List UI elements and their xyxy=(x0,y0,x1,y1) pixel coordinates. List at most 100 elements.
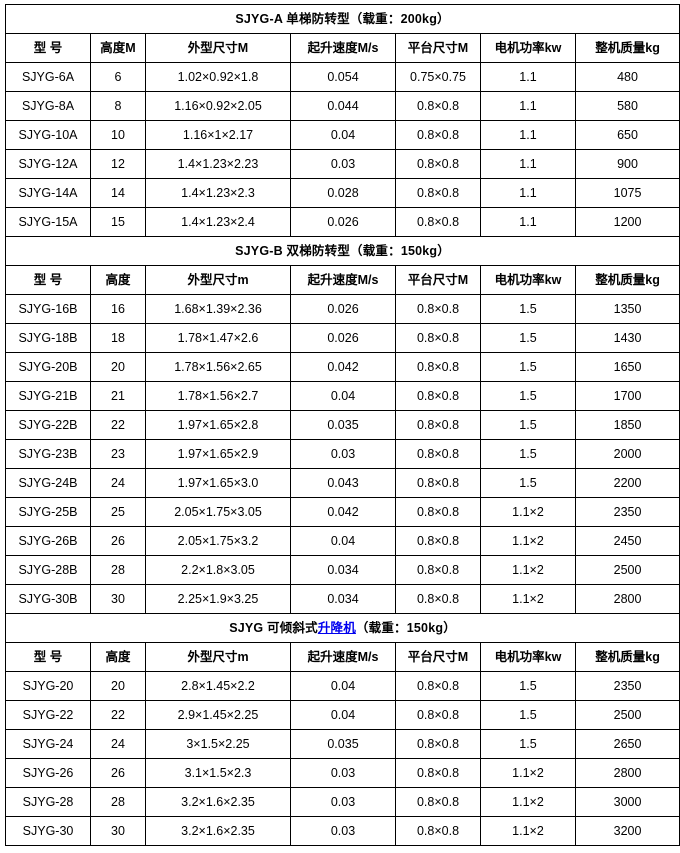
data-cell-6: 2350 xyxy=(574,671,680,701)
data-cell-1: 21 xyxy=(90,381,146,411)
data-cell-3: 0.026 xyxy=(290,323,396,353)
section-title-unit: kg xyxy=(422,11,438,26)
data-cell-4: 0.8×0.8 xyxy=(395,526,481,556)
table-row: SJYG-18B 18 1.78×1.47×2.6 0.026 0.8×0.8 1.5 14… xyxy=(5,323,680,353)
column-header-2: 外型尺寸M xyxy=(145,33,291,63)
column-header-5: 电机功率kw xyxy=(480,33,576,63)
column-header-3: 起升速度M/s xyxy=(290,265,396,295)
column-header-row: 型 号高度M 外型尺寸M 起升速度M/s 平台尺寸M 电机功率kw 整机质量kg xyxy=(5,33,680,63)
data-cell-4: 0.8×0.8 xyxy=(395,120,481,150)
table-row: SJYG-6A 6 1.02×0.92×1.8 0.054 0.75×0.75 1.1 48… xyxy=(5,62,680,92)
data-cell-5: 1.1 xyxy=(480,178,576,208)
data-cell-6: 1650 xyxy=(574,352,680,382)
section-title-prefix: SJYG 可倾斜式 xyxy=(229,620,318,635)
data-cell-6: 580 xyxy=(574,91,680,121)
data-cell-2: 1.97×1.65×2.8 xyxy=(145,410,291,440)
data-cell-1: 8 xyxy=(90,91,146,121)
table-row: SJYG-22B 22 1.97×1.65×2.8 0.035 0.8×0.8 1.5 18… xyxy=(5,410,680,440)
data-cell-6: 2500 xyxy=(574,555,680,585)
column-header-6: 整机质量kg xyxy=(574,33,680,63)
column-header-5: 电机功率kw xyxy=(480,265,576,295)
section-title-row: SJYG-B 双梯防转型（载重：150kg） xyxy=(4,236,680,266)
data-cell-4: 0.8×0.8 xyxy=(395,439,481,469)
lift-specification-table: SJYG-A 单梯防转型（载重：200kg）型 号高度M 外型尺寸M 起升速度M/s… xyxy=(4,4,680,846)
data-cell-3: 0.03 xyxy=(290,149,396,179)
data-cell-5: 1.1 xyxy=(480,62,576,92)
data-cell-1: 14 xyxy=(90,178,146,208)
data-cell-4: 0.8×0.8 xyxy=(395,178,481,208)
data-cell-5: 1.5 xyxy=(480,671,576,701)
data-cell-2: 2.8×1.45×2.2 xyxy=(145,671,291,701)
table-row: SJYG-28B 28 2.2×1.8×3.05 0.034 0.8×0.8 1.1×2 2… xyxy=(5,555,680,585)
section-title-unit: kg xyxy=(428,620,444,635)
data-cell-4: 0.8×0.8 xyxy=(395,671,481,701)
model-cell: SJYG-22 xyxy=(5,700,91,730)
data-cell-5: 1.1×2 xyxy=(480,526,576,556)
data-cell-3: 0.03 xyxy=(290,439,396,469)
section-title-sjyg-c: SJYG 可倾斜式升降机（载重：150kg） xyxy=(4,613,680,643)
data-cell-6: 2450 xyxy=(574,526,680,556)
model-cell: SJYG-23B xyxy=(5,439,91,469)
data-cell-2: 1.78×1.47×2.6 xyxy=(145,323,291,353)
data-cell-4: 0.8×0.8 xyxy=(395,323,481,353)
data-cell-4: 0.8×0.8 xyxy=(395,381,481,411)
data-cell-4: 0.8×0.8 xyxy=(395,584,481,614)
data-cell-4: 0.8×0.8 xyxy=(395,555,481,585)
data-cell-2: 1.16×1×2.17 xyxy=(145,120,291,150)
table-row: SJYG-10A 10 1.16×1×2.17 0.04 0.8×0.8 1.1 650 xyxy=(5,120,680,150)
data-cell-6: 650 xyxy=(574,120,680,150)
column-header-0: 型 号 xyxy=(5,33,91,63)
column-header-5: 电机功率kw xyxy=(480,642,576,672)
data-cell-1: 22 xyxy=(90,410,146,440)
data-cell-1: 12 xyxy=(90,149,146,179)
table-row: SJYG-20 20 2.8×1.45×2.2 0.04 0.8×0.8 1.5 2350 xyxy=(5,671,680,701)
data-cell-4: 0.8×0.8 xyxy=(395,91,481,121)
table-row: SJYG-26B 26 2.05×1.75×3.2 0.04 0.8×0.8 1.1×2 2… xyxy=(5,526,680,556)
section-title-suffix: ） xyxy=(437,243,450,258)
data-cell-6: 1850 xyxy=(574,410,680,440)
section-title-link[interactable]: 升降机 xyxy=(317,620,356,635)
column-header-1: 高度 xyxy=(90,642,146,672)
data-cell-4: 0.8×0.8 xyxy=(395,816,481,846)
section-title-prefix: SJYG-A 单梯防转型（载重：200 xyxy=(235,11,423,26)
data-cell-2: 2.05×1.75×3.2 xyxy=(145,526,291,556)
model-cell: SJYG-22B xyxy=(5,410,91,440)
data-cell-5: 1.1×2 xyxy=(480,584,576,614)
column-header-row: 型 号高度 外型尺寸m 起升速度M/s 平台尺寸M 电机功率kw 整机质量kg xyxy=(5,265,680,295)
model-cell: SJYG-28B xyxy=(5,555,91,585)
model-cell: SJYG-15A xyxy=(5,207,91,237)
data-cell-3: 0.044 xyxy=(290,91,396,121)
data-cell-3: 0.042 xyxy=(290,352,396,382)
data-cell-3: 0.054 xyxy=(290,62,396,92)
data-cell-4: 0.8×0.8 xyxy=(395,729,481,759)
column-header-3: 起升速度M/s xyxy=(290,642,396,672)
section-title-row: SJYG-A 单梯防转型（载重：200kg） xyxy=(4,4,680,34)
data-cell-5: 1.1×2 xyxy=(480,816,576,846)
section-title-sjyg-a: SJYG-A 单梯防转型（载重：200kg） xyxy=(4,4,680,34)
table-row: SJYG-8A 8 1.16×0.92×2.05 0.044 0.8×0.8 1.1 580 xyxy=(5,91,680,121)
data-cell-3: 0.042 xyxy=(290,497,396,527)
data-cell-1: 24 xyxy=(90,468,146,498)
data-cell-6: 3200 xyxy=(574,816,680,846)
table-row: SJYG-20B 20 1.78×1.56×2.65 0.042 0.8×0.8 1.5 1… xyxy=(5,352,680,382)
data-cell-1: 10 xyxy=(90,120,146,150)
data-cell-1: 26 xyxy=(90,526,146,556)
column-header-3: 起升速度M/s xyxy=(290,33,396,63)
model-cell: SJYG-14A xyxy=(5,178,91,208)
model-cell: SJYG-6A xyxy=(5,62,91,92)
data-cell-3: 0.03 xyxy=(290,787,396,817)
table-row: SJYG-24B 24 1.97×1.65×3.0 0.043 0.8×0.8 1.5 22… xyxy=(5,468,680,498)
data-cell-3: 0.04 xyxy=(290,120,396,150)
section-title-suffix: ） xyxy=(437,11,450,26)
column-header-4: 平台尺寸M xyxy=(395,33,481,63)
model-cell: SJYG-25B xyxy=(5,497,91,527)
model-cell: SJYG-28 xyxy=(5,787,91,817)
data-cell-5: 1.1×2 xyxy=(480,555,576,585)
data-cell-3: 0.034 xyxy=(290,555,396,585)
model-cell: SJYG-20 xyxy=(5,671,91,701)
data-cell-1: 22 xyxy=(90,700,146,730)
column-header-4: 平台尺寸M xyxy=(395,265,481,295)
data-cell-3: 0.034 xyxy=(290,584,396,614)
table-row: SJYG-12A 12 1.4×1.23×2.23 0.03 0.8×0.8 1.1 900 xyxy=(5,149,680,179)
section-title-sjyg-b: SJYG-B 双梯防转型（载重：150kg） xyxy=(4,236,680,266)
